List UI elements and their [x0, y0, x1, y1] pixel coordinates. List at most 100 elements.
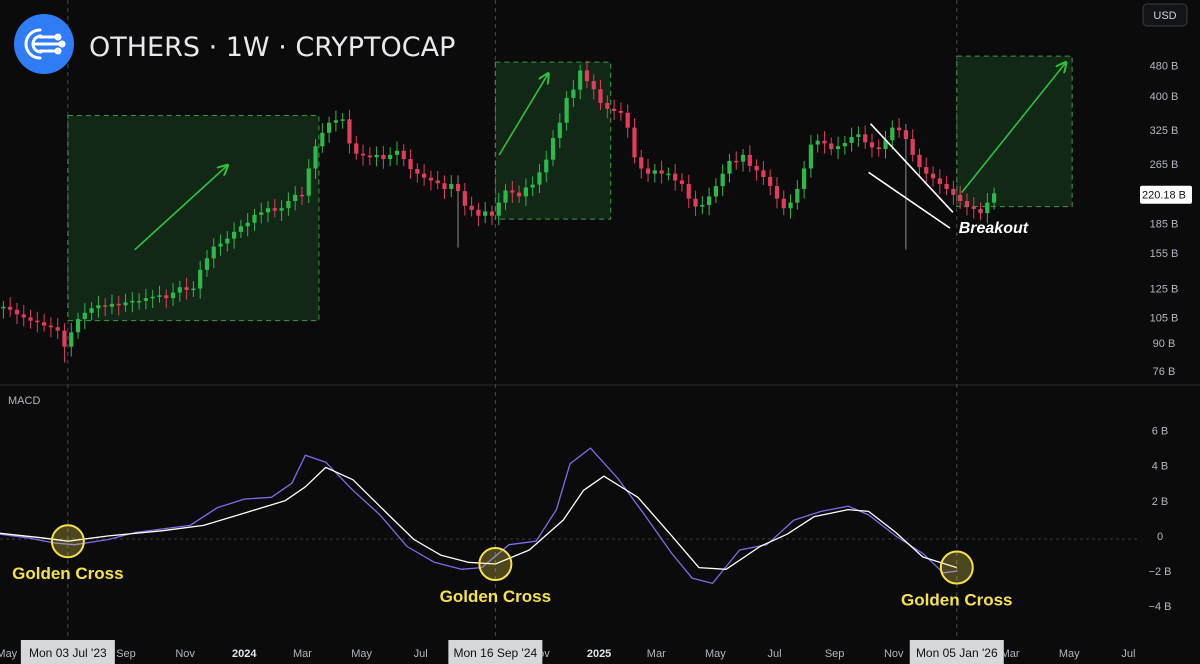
- candle: [971, 197, 976, 219]
- currency-button-frame[interactable]: [1142, 3, 1188, 27]
- candle: [103, 298, 108, 317]
- candle-body: [137, 300, 142, 303]
- candle: [829, 137, 834, 156]
- candle: [754, 159, 759, 181]
- candle: [340, 112, 345, 129]
- macd-axis[interactable]: 6 B 4 B 2 B 0 −2 B −4 B: [1149, 426, 1172, 614]
- candle-body: [75, 319, 81, 333]
- candle: [96, 295, 101, 318]
- candle-body: [198, 269, 203, 289]
- candle: [170, 282, 176, 307]
- candle: [890, 120, 895, 150]
- candle: [435, 171, 440, 190]
- candle: [21, 304, 26, 327]
- date-marker[interactable]: Mon 03 Jul '23: [20, 640, 115, 664]
- candle-body: [225, 238, 230, 244]
- date-marker[interactable]: Mon 05 Jan '26: [909, 640, 1004, 664]
- candle-body: [327, 122, 332, 133]
- candle-body: [591, 81, 596, 90]
- date-marker-label[interactable]: Mon 03 Jul '23: [29, 646, 107, 660]
- date-marker-box[interactable]: [20, 640, 115, 664]
- candle-body: [293, 194, 298, 202]
- date-marker-label[interactable]: Mon 16 Sep '24: [454, 646, 538, 660]
- candle-body: [374, 154, 379, 158]
- candle-body: [754, 165, 759, 171]
- candle-body: [829, 143, 834, 150]
- trend-arrow: [961, 63, 1066, 194]
- candle-body: [930, 173, 936, 179]
- current-price-label[interactable]: 220.18 B: [1142, 190, 1186, 202]
- candle: [252, 208, 257, 232]
- candle-body: [734, 160, 739, 163]
- candle-body: [476, 209, 481, 216]
- candle-body: [442, 183, 447, 189]
- candle: [62, 323, 67, 363]
- candle-body: [449, 183, 454, 189]
- time-axis[interactable]: May Sep Nov 2024 Mar May Jul Nov 2025 Mar May Jul Se…: [0, 640, 1135, 664]
- candle-body: [496, 202, 501, 216]
- candle: [550, 130, 556, 166]
- macd-tick-label: −4 B: [1149, 601, 1172, 613]
- candle-body: [96, 305, 101, 309]
- time-tick-label: Nov: [884, 648, 904, 660]
- candle: [198, 260, 203, 299]
- date-marker[interactable]: Mon 16 Sep '24: [448, 640, 543, 664]
- candle: [1, 301, 6, 319]
- candle: [75, 312, 81, 339]
- golden-cross-marker: Golden Cross: [901, 550, 1013, 610]
- time-tick-label: Sep: [116, 648, 136, 660]
- candle-body: [340, 119, 345, 121]
- macd-tick-label: 6 B: [1152, 426, 1169, 438]
- macd-tick-label: −2 B: [1149, 566, 1172, 578]
- candle: [537, 163, 542, 193]
- candle: [232, 222, 237, 249]
- current-price-badge[interactable]: [1140, 185, 1192, 204]
- candle-body: [62, 330, 67, 347]
- candle-body: [924, 167, 929, 174]
- candle-body: [863, 134, 868, 143]
- golden-cross-marker: Golden Cross: [12, 524, 124, 583]
- candle-body: [564, 97, 569, 123]
- candle: [116, 295, 121, 316]
- golden-cross-circle: [50, 524, 85, 559]
- candle: [449, 175, 454, 198]
- currency-button[interactable]: USD: [1142, 3, 1188, 27]
- candle: [394, 141, 400, 166]
- candle: [381, 145, 386, 169]
- candle: [347, 109, 352, 154]
- date-marker-box[interactable]: [448, 640, 543, 664]
- candle: [822, 131, 827, 154]
- candle-body: [761, 170, 766, 178]
- candle-body: [517, 192, 522, 197]
- candle-body: [700, 204, 705, 207]
- candle-body: [422, 173, 427, 178]
- candle-body: [618, 110, 623, 113]
- candle: [897, 118, 902, 138]
- price-tick-label: 76 B: [1153, 366, 1176, 378]
- price-axis[interactable]: 480 B 400 B 325 B 265 B 220.18 B 185 B 155 B 12…: [1140, 61, 1192, 378]
- candle: [686, 174, 691, 209]
- candle-body: [177, 287, 182, 293]
- candle-body: [435, 180, 440, 184]
- candle: [299, 186, 305, 205]
- candle-body: [82, 312, 87, 320]
- candle: [442, 175, 447, 199]
- candle-body: [510, 190, 515, 193]
- currency-label[interactable]: USD: [1153, 10, 1176, 22]
- candle: [856, 126, 861, 147]
- candle-body: [48, 325, 53, 328]
- candle: [768, 169, 773, 196]
- date-marker-box[interactable]: [909, 640, 1004, 664]
- date-marker-label[interactable]: Mon 05 Jan '26: [916, 646, 998, 660]
- candle: [408, 149, 413, 179]
- candle-body: [394, 150, 400, 155]
- time-tick-label: May: [1059, 648, 1080, 660]
- candle-body: [462, 191, 467, 206]
- candle-body: [971, 206, 976, 210]
- candle: [727, 153, 732, 183]
- candle: [517, 185, 522, 203]
- candle: [191, 281, 196, 297]
- candle: [774, 177, 780, 209]
- macd-tick-label: 2 B: [1152, 496, 1169, 508]
- candle: [150, 289, 155, 309]
